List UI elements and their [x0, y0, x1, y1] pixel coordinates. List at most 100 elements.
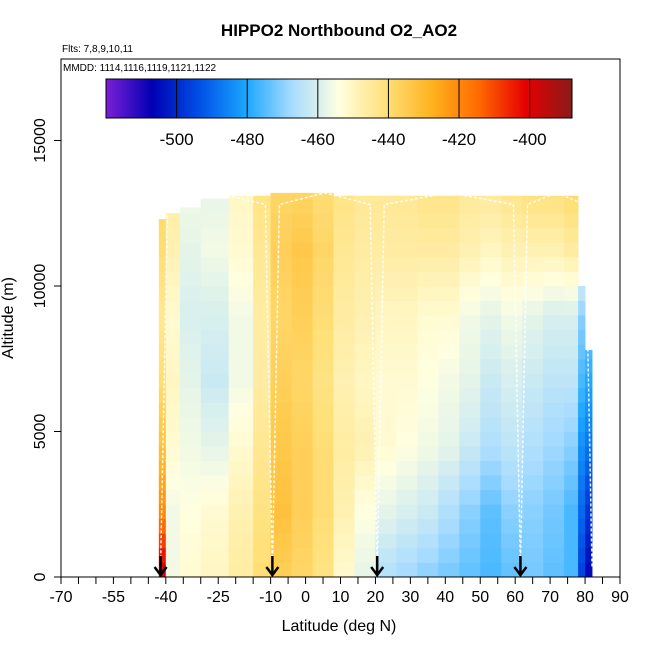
heatmap-cell — [158, 358, 167, 374]
heatmap-cell — [522, 242, 544, 258]
heatmap-cell — [417, 460, 439, 476]
heatmap-cell — [501, 358, 523, 374]
heatmap-cell — [459, 198, 481, 214]
y-tick-label: 10000 — [32, 264, 49, 309]
heatmap-cell — [228, 446, 254, 461]
heatmap-cell — [375, 329, 397, 345]
heatmap-cell — [501, 271, 523, 287]
colorbar-ticks: -500 -480 -460 -440 -420 -400 — [160, 79, 547, 149]
heatmap-cell — [333, 285, 355, 301]
heatmap-cell — [354, 344, 376, 360]
heatmap-cell — [375, 387, 397, 403]
heatmap-cell — [312, 402, 334, 418]
heatmap-cell — [270, 504, 292, 520]
heatmap-cell — [333, 460, 355, 476]
heatmap-cell — [253, 460, 272, 476]
heatmap-cell — [480, 300, 502, 316]
heatmap-cell — [564, 300, 579, 316]
colorbar-frame — [105, 78, 573, 119]
heatmap-cell — [200, 373, 230, 389]
heatmap-cell — [158, 271, 167, 287]
heatmap-cell — [253, 518, 272, 534]
heatmap-cell — [417, 195, 439, 200]
heatmap-cell — [501, 518, 523, 534]
flight-arrow-head — [153, 566, 168, 578]
heatmap-cell — [564, 358, 579, 374]
heatmap-cell — [417, 504, 439, 520]
heatmap-cell — [480, 504, 502, 520]
heatmap-layer — [158, 192, 593, 577]
x-axis-label: Latitude (deg N) — [282, 618, 397, 635]
heatmap-cell — [165, 387, 181, 403]
heatmap-cell — [200, 227, 230, 243]
heatmap-cell — [543, 256, 565, 272]
heatmap-cell — [543, 195, 565, 200]
heatmap-cell — [312, 358, 334, 374]
heatmap-cell — [200, 358, 230, 374]
heatmap-cell — [438, 358, 460, 374]
heatmap-cell — [501, 213, 523, 229]
heatmap-cell — [396, 518, 418, 534]
heatmap-cell — [354, 227, 376, 243]
heatmap-cell — [179, 533, 202, 549]
heatmap-cell — [270, 344, 292, 360]
heatmap-cell — [228, 315, 254, 331]
heatmap-cell — [158, 315, 167, 331]
flight-arrow — [153, 556, 168, 578]
heatmap-cell — [480, 562, 502, 577]
heatmap-cell — [228, 329, 254, 345]
heatmap-cell — [179, 416, 202, 432]
heatmap-cell — [543, 416, 565, 432]
flight-arrow — [265, 556, 280, 578]
dates-label: MMDD: 1114,1116,1119,1121,1122 — [63, 63, 217, 74]
heatmap-cell — [158, 402, 167, 418]
heatmap-cell — [543, 285, 565, 301]
heatmap-cell — [179, 489, 202, 505]
heatmap-cell — [291, 285, 313, 301]
heatmap-cell — [564, 402, 579, 418]
heatmap-cell — [228, 271, 254, 287]
heatmap-cell — [501, 416, 523, 432]
heatmap-cell — [228, 373, 254, 389]
heatmap-cell — [585, 533, 593, 549]
heatmap-cell — [200, 562, 230, 577]
heatmap-cell — [438, 446, 460, 461]
flight-arrow-head — [513, 566, 528, 578]
heatmap-cell — [396, 387, 418, 403]
heatmap-cell — [480, 213, 502, 229]
heatmap-cell — [480, 431, 502, 447]
heatmap-cell — [417, 518, 439, 534]
heatmap-cell — [228, 344, 254, 360]
heatmap-cell — [438, 547, 460, 563]
heatmap-cell — [578, 504, 586, 520]
flight-track — [376, 192, 522, 569]
heatmap-cell — [179, 300, 202, 316]
heatmap-cell — [354, 271, 376, 287]
heatmap-cell — [501, 504, 523, 520]
heatmap-cell — [438, 402, 460, 418]
heatmap-cell — [522, 387, 544, 403]
heatmap-cell — [543, 213, 565, 229]
heatmap-cell — [354, 256, 376, 272]
heatmap-cell — [417, 475, 439, 491]
heatmap-cell — [396, 373, 418, 389]
heatmap-cell — [459, 518, 481, 534]
heatmap-cell — [480, 460, 502, 476]
heatmap-cell — [438, 300, 460, 316]
heatmap-cell — [585, 446, 593, 461]
heatmap-cell — [564, 256, 579, 272]
heatmap-cell — [459, 358, 481, 374]
heatmap-cell — [200, 213, 230, 229]
heatmap-cell — [564, 387, 579, 403]
heatmap-cell — [228, 460, 254, 476]
heatmap-cell — [165, 562, 181, 577]
heatmap-cell — [158, 242, 167, 258]
heatmap-cell — [312, 460, 334, 476]
heatmap-cell — [165, 547, 181, 563]
heatmap-cell — [165, 460, 181, 476]
heatmap-cell — [585, 518, 593, 534]
heatmap-cell — [396, 285, 418, 301]
heatmap-cell — [578, 315, 586, 331]
heatmap-cell — [179, 271, 202, 287]
heatmap-cell — [291, 489, 313, 505]
